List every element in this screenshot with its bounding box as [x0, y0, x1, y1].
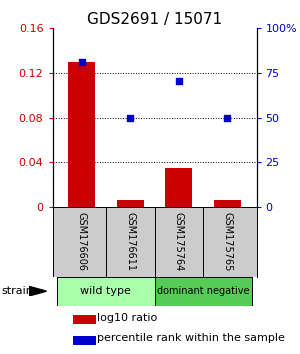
Bar	[214, 200, 241, 207]
Title: GDS2691 / 15071: GDS2691 / 15071	[87, 12, 222, 27]
Text: GSM176606: GSM176606	[76, 212, 87, 271]
Bar	[73, 336, 96, 345]
Text: GSM176611: GSM176611	[125, 212, 135, 271]
Point	[128, 115, 133, 120]
Polygon shape	[28, 286, 46, 296]
Text: GSM175764: GSM175764	[174, 212, 184, 272]
Bar	[117, 200, 144, 207]
Bar	[165, 168, 192, 207]
Text: log10 ratio: log10 ratio	[98, 313, 158, 323]
Bar	[73, 315, 96, 324]
Text: percentile rank within the sample: percentile rank within the sample	[98, 333, 285, 343]
Text: strain: strain	[2, 286, 33, 296]
Bar	[57, 277, 154, 306]
Text: wild type: wild type	[80, 286, 131, 296]
Point	[176, 78, 181, 84]
Text: dominant negative: dominant negative	[157, 286, 249, 296]
Point	[79, 59, 84, 65]
Bar	[154, 277, 252, 306]
Bar	[68, 62, 95, 207]
Point	[225, 115, 230, 120]
Text: GSM175765: GSM175765	[222, 212, 233, 272]
